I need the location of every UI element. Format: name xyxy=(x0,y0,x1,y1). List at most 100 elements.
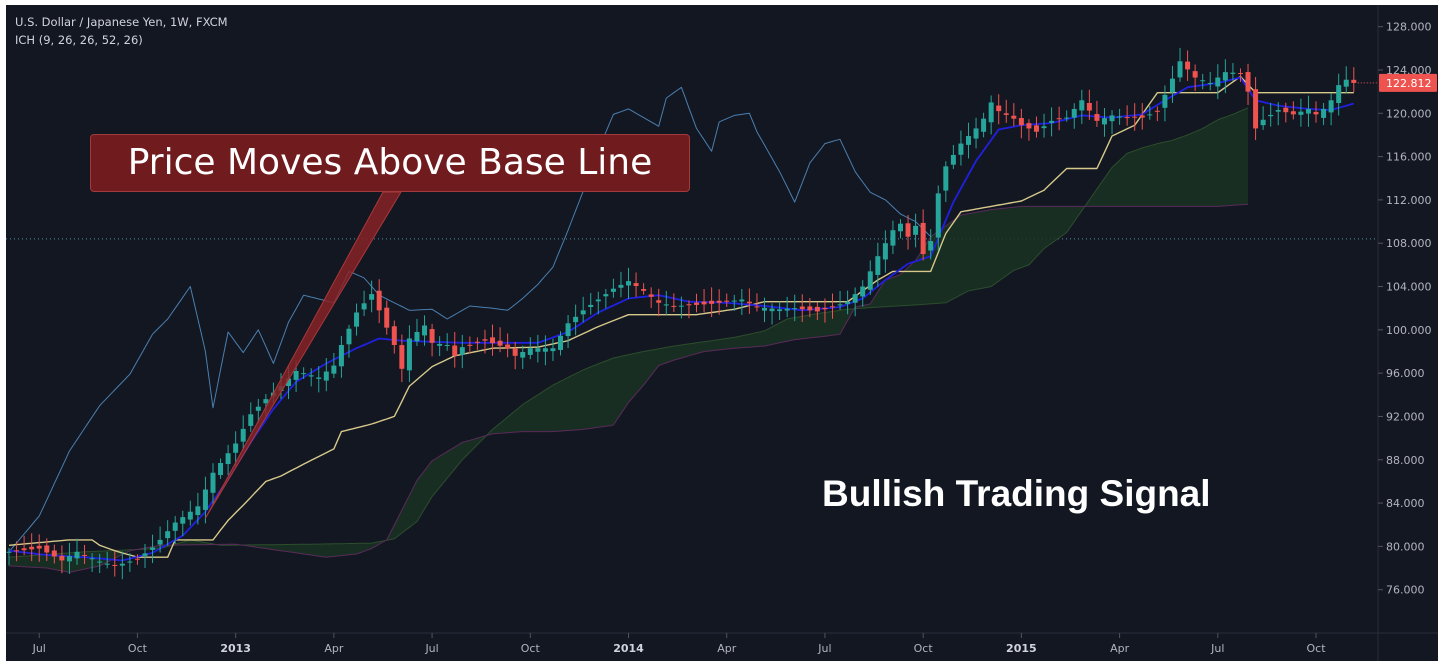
candle-body xyxy=(391,326,397,345)
x-tick-label: 2015 xyxy=(1006,642,1037,655)
candle-body xyxy=(777,309,783,312)
candle-body xyxy=(837,304,843,306)
candle-body xyxy=(104,563,110,565)
candle-body xyxy=(346,328,352,345)
candle-body xyxy=(950,154,956,165)
candle-body xyxy=(573,316,579,323)
candle-body xyxy=(452,345,458,356)
candle-body xyxy=(157,539,163,545)
candle-body xyxy=(1162,94,1168,108)
candle-body xyxy=(1245,72,1251,92)
candle-body xyxy=(829,306,835,308)
candle-body xyxy=(1200,80,1206,82)
candle-body xyxy=(406,338,412,371)
x-tick-label: Jul xyxy=(32,642,46,655)
candle-body xyxy=(301,373,307,375)
x-tick-label: Apr xyxy=(717,642,737,655)
candle-body xyxy=(754,306,760,308)
y-tick-label: 100.000 xyxy=(1386,324,1432,337)
y-tick-label: 116.000 xyxy=(1386,151,1432,164)
candle-body xyxy=(6,551,12,553)
candle-body xyxy=(134,558,140,560)
candle-body xyxy=(965,136,971,145)
candle-body xyxy=(323,371,329,381)
candle-body xyxy=(482,339,488,341)
candle-body xyxy=(943,166,949,191)
x-tick-label: Jul xyxy=(817,642,831,655)
x-tick-label: Apr xyxy=(324,642,344,655)
candle-body xyxy=(338,344,344,367)
candle-body xyxy=(799,306,805,310)
candle-body xyxy=(686,304,692,306)
x-tick-label: 2013 xyxy=(220,642,251,655)
candle-body xyxy=(82,554,88,556)
candle-body xyxy=(1328,100,1334,113)
candle-body xyxy=(14,550,20,552)
candle-body xyxy=(535,348,541,352)
candle-body xyxy=(1018,118,1024,126)
candle-body xyxy=(580,310,586,315)
candle-body xyxy=(490,337,496,344)
candle-body xyxy=(66,556,72,562)
candle-body xyxy=(595,299,601,302)
candle-body xyxy=(565,323,571,337)
candle-body xyxy=(928,241,934,251)
candle-body xyxy=(731,300,737,302)
candle-body xyxy=(263,399,269,404)
candle-body xyxy=(860,286,866,297)
candle-body xyxy=(255,406,261,411)
candle-body xyxy=(1094,113,1100,121)
candle-body xyxy=(875,256,881,275)
candle-body xyxy=(588,304,594,308)
candle-body xyxy=(97,561,103,563)
candle-body xyxy=(195,506,201,516)
candle-body xyxy=(1177,61,1183,78)
candle-body xyxy=(187,511,193,520)
candle-body xyxy=(845,301,851,304)
candle-body xyxy=(165,531,171,539)
candle-body xyxy=(981,118,987,132)
candle-body xyxy=(527,348,533,355)
candle-body xyxy=(1056,118,1062,120)
candle-body xyxy=(437,343,443,346)
candle-body xyxy=(996,105,1002,112)
candle-body xyxy=(1237,73,1243,75)
candle-body xyxy=(905,223,911,237)
candle-body xyxy=(429,329,435,343)
candle-body xyxy=(958,143,964,155)
candle-body xyxy=(890,230,896,246)
candle-body xyxy=(746,301,752,304)
candle-body xyxy=(1268,114,1274,117)
x-tick-label: 2014 xyxy=(613,642,644,655)
candle-body xyxy=(542,348,548,352)
candle-body xyxy=(1215,77,1221,87)
candle-body xyxy=(792,308,798,310)
y-tick-label: 92.000 xyxy=(1386,410,1425,423)
y-tick-label: 128.000 xyxy=(1386,21,1432,34)
candle-body xyxy=(142,553,148,556)
candle-body xyxy=(1079,100,1085,111)
candle-body xyxy=(1117,116,1123,118)
chart-svg: 128.000 124.000 120.000 116.000 112.000 108.0… xyxy=(6,5,1438,661)
candle-body xyxy=(678,305,684,307)
candle-body xyxy=(1260,119,1266,126)
candle-body xyxy=(1275,110,1281,112)
candle-body xyxy=(376,290,382,311)
candle-body xyxy=(240,428,246,442)
candle-body xyxy=(459,347,465,355)
candle-body xyxy=(361,303,367,310)
candle-body xyxy=(1253,89,1259,129)
candle-body xyxy=(127,561,133,563)
candle-body xyxy=(913,225,919,235)
candle-body xyxy=(769,308,775,312)
candle-body xyxy=(331,365,337,374)
price-badge xyxy=(1379,73,1437,92)
x-tick-label: Oct xyxy=(128,642,148,655)
indicator-legend[interactable]: ICH (9, 26, 26, 52, 26) xyxy=(15,33,143,47)
x-tick-label: Oct xyxy=(521,642,541,655)
candle-body xyxy=(897,223,903,232)
candle-body xyxy=(822,307,828,310)
callout-pointer xyxy=(204,191,402,519)
candle-body xyxy=(474,341,480,343)
candle-body xyxy=(248,414,254,426)
